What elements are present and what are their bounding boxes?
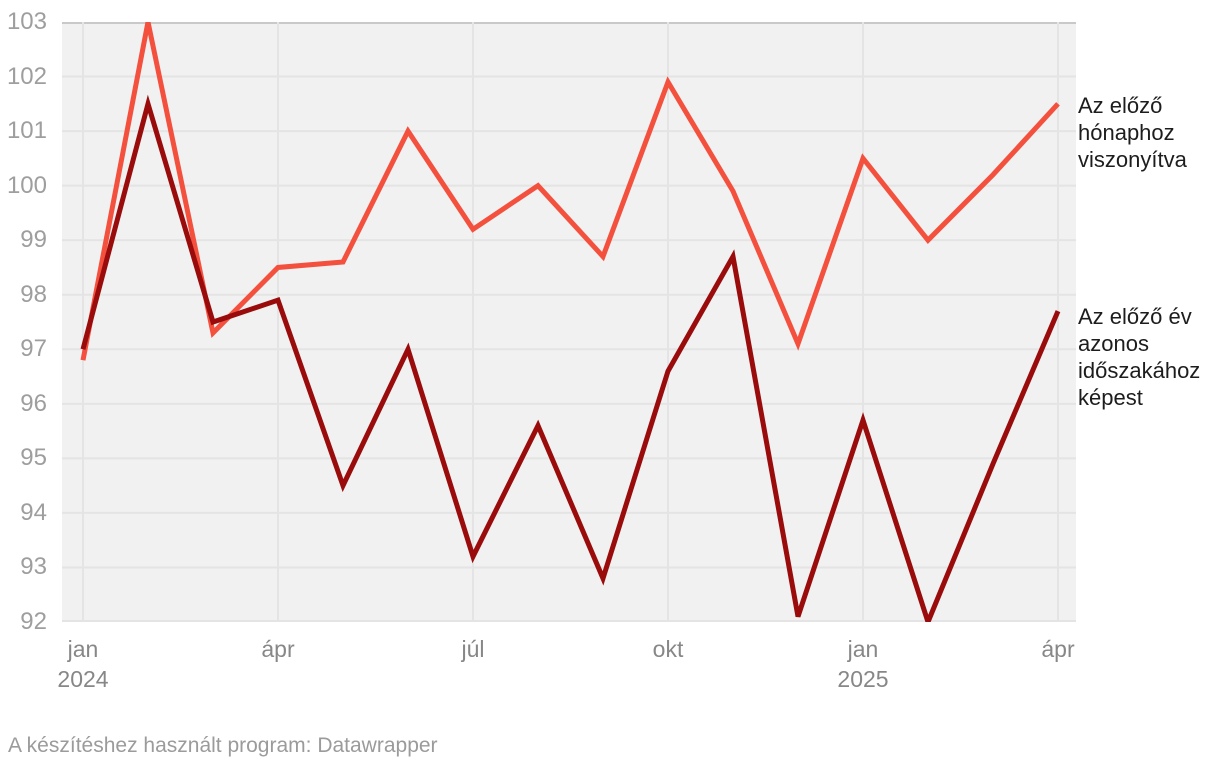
y-tick-label-95: 95 xyxy=(20,444,47,472)
line-previous-month[interactable] xyxy=(80,22,1060,361)
x-tick-year: 2025 xyxy=(837,666,889,692)
series-label-previous-month: Az előző hónaphoz viszonyítva xyxy=(1078,93,1187,172)
x-tick-label-okt: okt xyxy=(623,634,713,664)
y-tick-label-101: 101 xyxy=(6,117,47,145)
x-tick-label-júl: júl xyxy=(428,634,518,664)
line-previous-year[interactable] xyxy=(80,94,1061,622)
chart-svg xyxy=(62,22,1076,622)
y-tick-label-98: 98 xyxy=(20,280,47,308)
footer-attribution: A készítéshez használt program: Datawrap… xyxy=(8,734,438,757)
y-tick-label-99: 99 xyxy=(20,226,47,254)
y-tick-label-94: 94 xyxy=(20,498,47,526)
x-tick-label-jan-2024: jan 2024 xyxy=(38,634,128,694)
y-tick-label-103: 103 xyxy=(6,8,47,35)
series-label-previous-year: Az előző év azonos időszakához képest xyxy=(1078,304,1201,410)
x-tick-month: júl xyxy=(461,636,485,662)
y-tick-label-97: 97 xyxy=(20,335,47,363)
y-tick-label-92: 92 xyxy=(20,608,47,635)
x-tick-month: ápr xyxy=(261,636,295,662)
x-tick-label-ápr: ápr xyxy=(1013,634,1103,664)
y-tick-label-96: 96 xyxy=(20,389,47,417)
y-tick-label-102: 102 xyxy=(6,62,47,90)
y-tick-label-100: 100 xyxy=(6,171,47,199)
x-tick-month: jan xyxy=(847,636,879,662)
x-tick-month: okt xyxy=(652,636,684,662)
y-tick-label-93: 93 xyxy=(20,553,47,581)
x-tick-year: 2024 xyxy=(57,666,109,692)
x-tick-month: ápr xyxy=(1041,636,1075,662)
x-tick-label-ápr: ápr xyxy=(233,634,323,664)
plot-area xyxy=(62,22,1076,622)
x-tick-month: jan xyxy=(67,636,99,662)
x-tick-label-jan-2025: jan 2025 xyxy=(818,634,908,694)
